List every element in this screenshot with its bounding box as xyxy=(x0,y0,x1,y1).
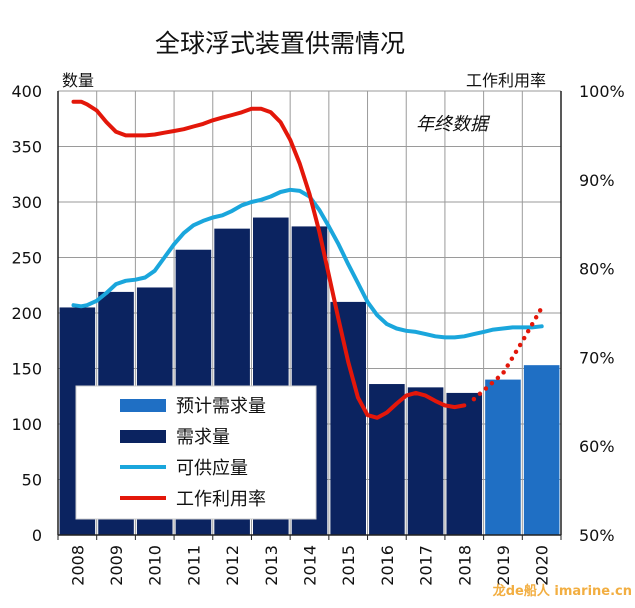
y-tick-label: 400 xyxy=(11,82,42,101)
legend-swatch xyxy=(120,399,166,412)
y-tick-label: 150 xyxy=(11,360,42,379)
supply-line xyxy=(71,187,544,340)
x-tick-label: 2017 xyxy=(417,545,436,586)
x-tick-label: 2011 xyxy=(184,545,203,586)
x-tick-label: 2018 xyxy=(455,545,474,586)
legend-swatch xyxy=(120,430,166,443)
y2-tick-label: 100% xyxy=(579,82,625,101)
bar-2020 xyxy=(523,365,560,535)
y-tick-label: 0 xyxy=(32,526,42,545)
y-axis-label: 数量 xyxy=(62,71,94,90)
x-tick-label: 2019 xyxy=(494,545,513,586)
legend-label: 预计需求量 xyxy=(176,396,266,417)
x-tick-label: 2008 xyxy=(68,545,87,586)
y2-tick-label: 90% xyxy=(579,171,615,190)
utilization-line xyxy=(71,99,467,420)
x-tick-label: 2013 xyxy=(262,545,281,586)
x-tick-label: 2009 xyxy=(107,545,126,586)
y2-tick-label: 50% xyxy=(579,526,615,545)
watermark: 龙de船人 imarine.cn xyxy=(493,583,632,599)
legend-label: 工作利用率 xyxy=(176,489,266,510)
bar-2018 xyxy=(446,392,483,535)
annotation-year-end: 年终数据 xyxy=(416,114,491,135)
y-tick-label: 100 xyxy=(11,415,42,434)
y-tick-label: 350 xyxy=(11,138,42,157)
x-tick-label: 2010 xyxy=(146,545,165,586)
line-group xyxy=(71,99,544,420)
y-tick-label: 250 xyxy=(11,249,42,268)
y2-tick-label: 70% xyxy=(579,348,615,367)
axes: 0 50 100 150 200 250 300 350 400 50% 60% 70% 80% 90% 1… xyxy=(11,82,624,586)
forecast-utilization-line xyxy=(471,305,544,402)
bar-2015 xyxy=(330,301,366,535)
x-tick-label: 2015 xyxy=(339,545,358,586)
y-tick-label: 200 xyxy=(11,304,42,323)
x-tick-label: 2020 xyxy=(533,545,552,586)
y2-axis-label: 工作利用率 xyxy=(466,71,546,90)
y2-tick-label: 80% xyxy=(579,260,615,279)
y-tick-label: 50 xyxy=(22,471,42,490)
legend-label: 可供应量 xyxy=(176,458,248,479)
y-tick-label: 300 xyxy=(11,193,42,212)
legend-label: 需求量 xyxy=(176,427,230,448)
legend-box xyxy=(75,385,317,520)
x-tick-label: 2012 xyxy=(223,545,242,586)
chart-title: 全球浮式装置供需情况 xyxy=(155,29,405,58)
x-tick-label: 2016 xyxy=(378,545,397,586)
bar-2017 xyxy=(407,387,444,535)
bar-2016 xyxy=(369,384,405,535)
x-tick-label: 2014 xyxy=(301,545,320,586)
y2-tick-label: 60% xyxy=(579,437,615,456)
bar-2019 xyxy=(485,379,521,535)
